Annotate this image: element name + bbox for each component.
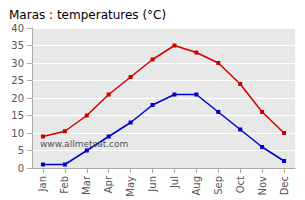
svg-text:15: 15 (11, 110, 24, 121)
svg-text:Dec: Dec (279, 176, 290, 195)
svg-text:Jan: Jan (37, 176, 48, 192)
svg-text:5: 5 (18, 145, 24, 156)
svg-text:May: May (125, 176, 136, 197)
svg-text:0: 0 (18, 163, 24, 174)
svg-text:10: 10 (11, 128, 24, 139)
svg-text:Sep: Sep (213, 176, 224, 195)
svg-text:Maras : temperatures (°C): Maras : temperatures (°C) (9, 8, 166, 22)
svg-text:www.allmetsat.com: www.allmetsat.com (40, 139, 128, 149)
svg-text:30: 30 (11, 58, 24, 69)
svg-text:Jun: Jun (147, 176, 158, 193)
svg-text:40: 40 (11, 23, 24, 34)
svg-text:Nov: Nov (257, 176, 268, 196)
svg-text:Apr: Apr (103, 175, 114, 193)
svg-text:25: 25 (11, 75, 24, 86)
svg-text:20: 20 (11, 93, 24, 104)
svg-text:Feb: Feb (59, 176, 70, 194)
svg-text:Aug: Aug (191, 176, 202, 196)
svg-text:Jul: Jul (169, 176, 180, 189)
svg-text:Mar: Mar (81, 175, 92, 195)
svg-text:35: 35 (11, 40, 24, 51)
svg-text:Oct: Oct (235, 176, 246, 193)
